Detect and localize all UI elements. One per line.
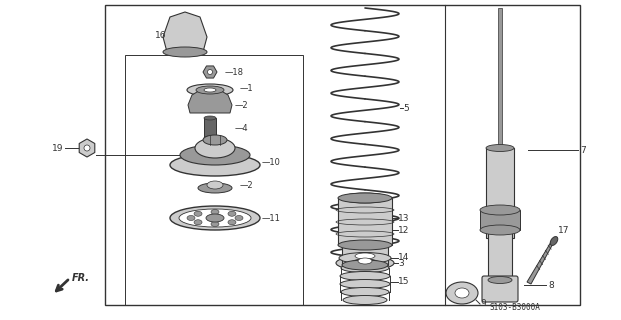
Ellipse shape xyxy=(194,211,202,216)
Text: —1: —1 xyxy=(240,84,253,92)
Ellipse shape xyxy=(204,116,216,120)
Polygon shape xyxy=(163,12,207,52)
Text: —11: —11 xyxy=(262,213,281,222)
Bar xyxy=(480,210,520,230)
Ellipse shape xyxy=(340,271,390,281)
Text: 16: 16 xyxy=(155,30,166,39)
Ellipse shape xyxy=(339,252,391,263)
Bar xyxy=(204,118,216,138)
Ellipse shape xyxy=(343,295,387,305)
Bar xyxy=(486,148,514,238)
Text: 13: 13 xyxy=(398,213,409,222)
Text: 7: 7 xyxy=(580,146,586,155)
Ellipse shape xyxy=(228,220,236,225)
Ellipse shape xyxy=(486,145,514,151)
Polygon shape xyxy=(79,139,95,157)
Ellipse shape xyxy=(206,214,224,222)
Text: —2: —2 xyxy=(240,180,253,189)
Ellipse shape xyxy=(180,145,250,165)
Ellipse shape xyxy=(207,181,223,189)
Ellipse shape xyxy=(358,258,372,264)
Text: FR.: FR. xyxy=(72,273,90,283)
Ellipse shape xyxy=(342,193,388,203)
Text: 19: 19 xyxy=(52,143,63,153)
Text: 3: 3 xyxy=(398,259,404,268)
Text: —2: —2 xyxy=(235,100,248,109)
Polygon shape xyxy=(527,240,555,284)
FancyBboxPatch shape xyxy=(482,276,518,302)
Text: —18: —18 xyxy=(225,68,244,76)
Ellipse shape xyxy=(198,183,232,193)
Text: 14: 14 xyxy=(398,253,409,262)
Ellipse shape xyxy=(235,215,243,220)
Ellipse shape xyxy=(455,288,469,298)
Text: 12: 12 xyxy=(398,226,409,235)
Text: 15: 15 xyxy=(398,277,409,286)
Ellipse shape xyxy=(211,210,219,214)
Ellipse shape xyxy=(480,205,520,215)
Ellipse shape xyxy=(338,193,392,203)
Ellipse shape xyxy=(179,209,251,227)
Ellipse shape xyxy=(204,136,216,140)
Ellipse shape xyxy=(355,253,375,259)
Text: —10: —10 xyxy=(262,157,281,166)
Ellipse shape xyxy=(338,240,392,250)
Ellipse shape xyxy=(163,47,207,57)
Bar xyxy=(498,8,502,148)
Polygon shape xyxy=(188,87,232,113)
Ellipse shape xyxy=(203,135,227,145)
Ellipse shape xyxy=(204,88,216,92)
Bar xyxy=(125,55,303,305)
Bar xyxy=(488,228,512,280)
Ellipse shape xyxy=(480,225,520,235)
Ellipse shape xyxy=(194,220,202,225)
Ellipse shape xyxy=(196,86,224,94)
Text: 17: 17 xyxy=(558,226,569,235)
Ellipse shape xyxy=(187,84,233,96)
Bar xyxy=(105,5,580,305)
Bar xyxy=(342,198,388,265)
Ellipse shape xyxy=(170,154,260,176)
Text: —4: —4 xyxy=(235,124,248,132)
Ellipse shape xyxy=(488,276,512,284)
Ellipse shape xyxy=(341,287,389,297)
Ellipse shape xyxy=(195,138,235,158)
Text: 8: 8 xyxy=(548,281,554,290)
Ellipse shape xyxy=(211,221,219,227)
Polygon shape xyxy=(203,66,217,78)
Ellipse shape xyxy=(446,282,478,304)
Ellipse shape xyxy=(336,256,394,270)
Ellipse shape xyxy=(84,145,90,151)
Ellipse shape xyxy=(341,263,389,273)
Ellipse shape xyxy=(207,69,212,75)
Ellipse shape xyxy=(228,211,236,216)
Bar xyxy=(338,198,392,245)
Ellipse shape xyxy=(550,236,558,245)
Ellipse shape xyxy=(351,259,379,267)
Ellipse shape xyxy=(342,260,388,270)
Text: 5: 5 xyxy=(403,103,409,113)
Ellipse shape xyxy=(187,215,195,220)
Text: S103-B3000A: S103-B3000A xyxy=(490,303,541,313)
Ellipse shape xyxy=(170,206,260,230)
Ellipse shape xyxy=(340,279,390,289)
Text: 9: 9 xyxy=(480,300,486,308)
